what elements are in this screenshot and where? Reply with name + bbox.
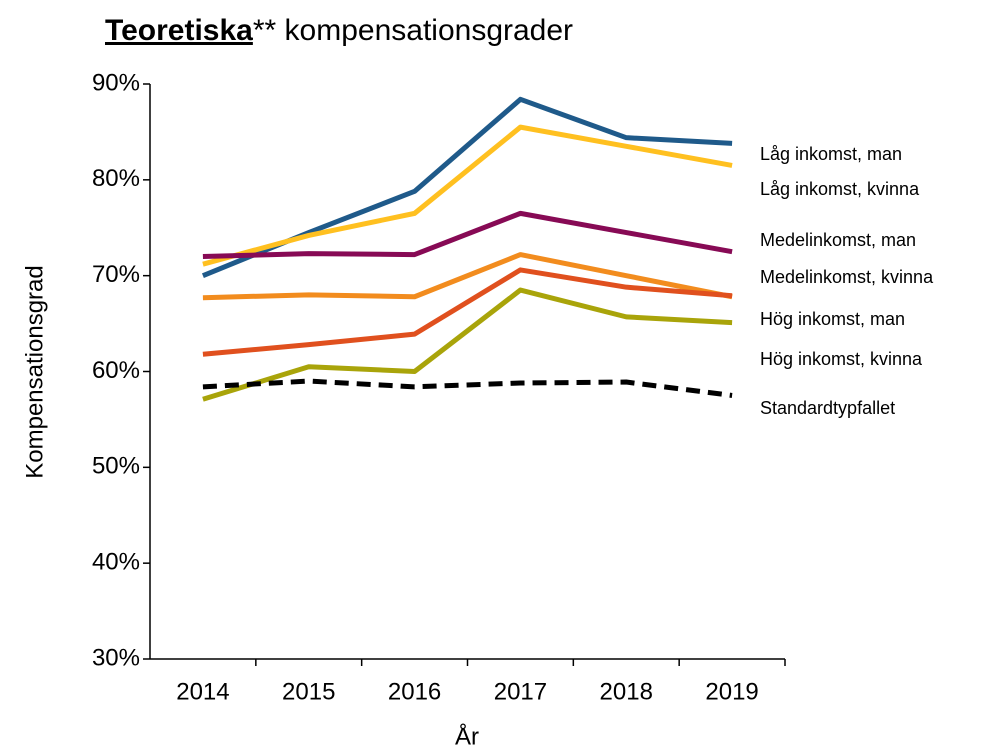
x-tick-label: 2014 [176, 678, 229, 705]
legend-label: Medelinkomst, man [760, 230, 916, 250]
series-line [202, 210, 733, 259]
y-tick-label: 60% [92, 357, 140, 384]
y-tick-label: 40% [92, 549, 140, 576]
legend-label: Låg inkomst, kvinna [760, 179, 920, 199]
series-line [202, 378, 733, 398]
series-line [202, 287, 733, 402]
legend-label: Hög inkomst, man [760, 309, 905, 329]
y-axis-label: Kompensationsgrad [21, 265, 48, 478]
legend-label: Standardtypfallet [760, 398, 895, 418]
x-axis-label: År [455, 722, 479, 750]
x-tick-label: 2016 [388, 678, 441, 705]
y-tick-label: 90% [92, 69, 140, 96]
series-line [202, 267, 733, 357]
y-tick-label: 80% [92, 165, 140, 192]
x-tick-label: 2017 [494, 678, 547, 705]
legend-label: Medelinkomst, kvinna [760, 267, 934, 287]
legend-label: Hög inkomst, kvinna [760, 349, 923, 369]
chart-title: Teoretiska** kompensationsgrader [105, 14, 573, 47]
title-emphasis: Teoretiska [105, 14, 253, 47]
title-text: ** kompensationsgrader [253, 14, 573, 47]
y-tick-label: 50% [92, 453, 140, 480]
series-line [201, 96, 733, 278]
legend-label: Låg inkomst, man [760, 144, 902, 164]
x-tick-label: 2019 [705, 678, 758, 705]
y-tick-label: 70% [92, 261, 140, 288]
series-line [202, 252, 733, 301]
x-tick-label: 2018 [600, 678, 653, 705]
x-tick-label: 2015 [282, 678, 335, 705]
y-tick-label: 30% [92, 644, 140, 671]
series-line [202, 124, 733, 267]
